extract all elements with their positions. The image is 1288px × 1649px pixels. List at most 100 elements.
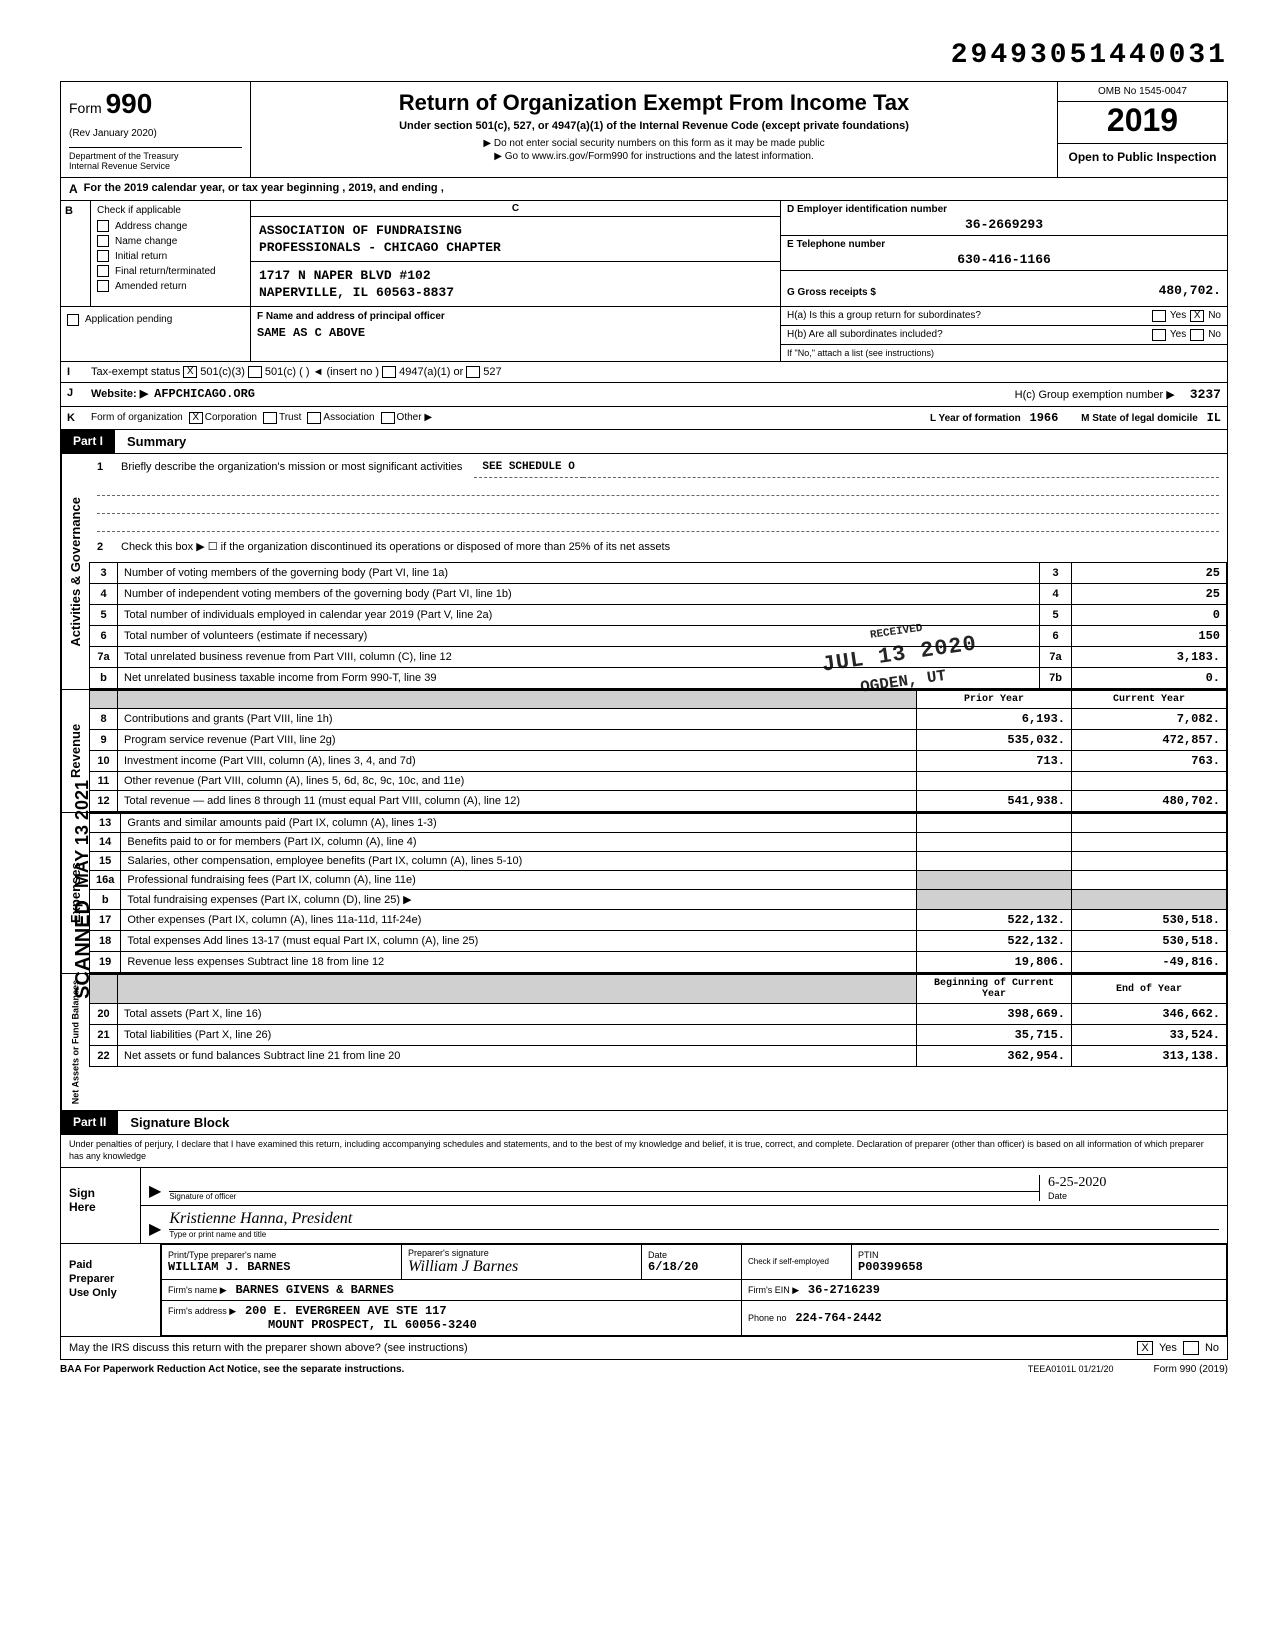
footer-baa: BAA For Paperwork Reduction Act Notice, … <box>60 1364 404 1375</box>
check-application-pending[interactable]: Application pending <box>67 314 244 326</box>
firm-addr-2: MOUNT PROSPECT, IL 60056-3240 <box>268 1318 477 1332</box>
firm-addr-1: 200 E. EVERGREEN AVE STE 117 <box>245 1304 447 1318</box>
501c-checkbox[interactable] <box>248 366 262 378</box>
form-title: Return of Organization Exempt From Incom… <box>259 90 1049 116</box>
firm-ein-label: Firm's EIN ▶ <box>748 1285 799 1295</box>
label-hc: H(c) Group exemption number ▶ <box>1015 389 1175 401</box>
ptin-value: P00399658 <box>858 1260 1220 1274</box>
527-checkbox[interactable] <box>466 366 480 378</box>
state-domicile-value: IL <box>1207 411 1221 425</box>
discuss-yes-checkbox[interactable]: X <box>1137 1341 1153 1355</box>
org-name-2: PROFESSIONALS - CHICAGO CHAPTER <box>259 240 772 257</box>
preparer-date-label: Date <box>648 1250 735 1260</box>
ha-yes-checkbox[interactable] <box>1152 310 1166 322</box>
firm-phone-label: Phone no <box>748 1313 787 1323</box>
trust-checkbox[interactable] <box>263 412 277 424</box>
table-row: bTotal fundraising expenses (Part IX, co… <box>90 890 1227 910</box>
label-hb: H(b) Are all subordinates included? <box>787 329 943 340</box>
ha-no-checkbox[interactable]: X <box>1190 310 1204 322</box>
part2-tab: Part II <box>61 1111 118 1134</box>
table-row: 7aTotal unrelated business revenue from … <box>90 647 1227 668</box>
dept-treasury: Department of the Treasury <box>69 151 242 161</box>
scanned-stamp: SCANNED <box>72 900 95 999</box>
officer-sig-caption: Signature of officer <box>169 1192 1039 1201</box>
table-row: 9Program service revenue (Part VIII, lin… <box>90 730 1227 751</box>
corporation-checkbox[interactable]: X <box>189 412 203 424</box>
firm-phone-value: 224-764-2442 <box>795 1311 881 1325</box>
table-row: 16aProfessional fundraising fees (Part I… <box>90 871 1227 890</box>
checkbox-name-change[interactable]: Name change <box>97 235 244 247</box>
part1-title: Summary <box>115 430 198 453</box>
checkbox-amended-return[interactable]: Amended return <box>97 280 244 292</box>
discuss-text: May the IRS discuss this return with the… <box>69 1342 468 1354</box>
label-e: E Telephone number <box>787 239 1221 250</box>
checkbox-initial-return[interactable]: Initial return <box>97 250 244 262</box>
firm-name-value: BARNES GIVENS & BARNES <box>235 1283 393 1297</box>
part1-tab: Part I <box>61 430 115 453</box>
preparer-name-label: Print/Type preparer's name <box>168 1250 395 1260</box>
barcode-number: 29493051440031 <box>60 40 1228 71</box>
table-row: 20Total assets (Part X, line 16)398,669.… <box>90 1004 1227 1025</box>
checkbox-final-return-terminated[interactable]: Final return/terminated <box>97 265 244 277</box>
hb-yes-checkbox[interactable] <box>1152 329 1166 341</box>
firm-name-label: Firm's name ▶ <box>168 1285 227 1295</box>
sign-here-label: Sign Here <box>61 1168 141 1243</box>
4947-checkbox[interactable] <box>382 366 396 378</box>
table-row: 6Total number of volunteers (estimate if… <box>90 626 1227 647</box>
table-row: 8Contributions and grants (Part VIII, li… <box>90 709 1227 730</box>
checkbox-address-change[interactable]: Address change <box>97 220 244 232</box>
line1-mission-label: Briefly describe the organization's miss… <box>121 458 462 479</box>
501c3-checkbox[interactable]: X <box>183 366 197 378</box>
self-employed-label: Check if self-employed <box>748 1257 845 1266</box>
omb-number: OMB No 1545-0047 <box>1058 82 1227 102</box>
table-row: 14Benefits paid to or for members (Part … <box>90 833 1227 852</box>
officer-signature[interactable] <box>169 1172 1039 1192</box>
ein-value: 36-2669293 <box>787 217 1221 232</box>
table-row: 10Investment income (Part VIII, column (… <box>90 751 1227 772</box>
gross-receipts-value: 480,702. <box>1159 283 1221 298</box>
table-row: 11Other revenue (Part VIII, column (A), … <box>90 772 1227 791</box>
discuss-no-checkbox[interactable] <box>1183 1341 1199 1355</box>
table-row: bNet unrelated business taxable income f… <box>90 668 1227 689</box>
principal-officer: SAME AS C ABOVE <box>257 326 774 340</box>
label-b: B <box>61 201 91 306</box>
form-org-label: Form of organization <box>91 412 183 423</box>
signature-date: 6-25-2020 <box>1048 1175 1219 1191</box>
calendar-year-text: For the 2019 calendar year, or tax year … <box>84 182 444 196</box>
phone-value: 630-416-1166 <box>787 252 1221 267</box>
association-checkbox[interactable] <box>307 412 321 424</box>
preparer-signature: William J Barnes <box>408 1258 635 1276</box>
open-public: Open to Public Inspection <box>1058 144 1227 170</box>
website-label: Website: ▶ <box>91 387 148 402</box>
firm-ein-value: 36-2716239 <box>808 1283 880 1297</box>
other-checkbox[interactable] <box>381 412 395 424</box>
footer-form: Form 990 (2019) <box>1154 1364 1228 1375</box>
tax-exempt-label: Tax-exempt status <box>91 366 180 378</box>
preparer-name-value: WILLIAM J. BARNES <box>168 1260 395 1274</box>
instruction-1: ▶ Do not enter social security numbers o… <box>259 138 1049 149</box>
check-applicable-label: Check if applicable <box>97 205 244 216</box>
label-c: C <box>251 201 780 217</box>
group-exemption-value: 3237 <box>1190 387 1221 402</box>
year-formation-value: 1966 <box>1030 411 1059 425</box>
date-caption: Date <box>1048 1191 1219 1201</box>
sig-arrow-icon: ▶ <box>149 1219 161 1239</box>
hb-no-checkbox[interactable] <box>1190 329 1204 341</box>
part2-title: Signature Block <box>118 1111 241 1134</box>
org-address-1: 1717 N NAPER BLVD #102 <box>259 268 772 285</box>
table-row: 5Total number of individuals employed in… <box>90 605 1227 626</box>
row-a: A For the 2019 calendar year, or tax yea… <box>60 177 1228 201</box>
hb-note: If "No," attach a list (see instructions… <box>787 348 934 358</box>
sig-arrow-icon: ▶ <box>149 1181 161 1201</box>
form-number: Form 990 <box>69 88 242 120</box>
tax-year: 2019 <box>1058 102 1227 144</box>
label-g: G Gross receipts $ <box>787 287 876 298</box>
table-row: 12Total revenue — add lines 8 through 11… <box>90 791 1227 812</box>
label-f: F Name and address of principal officer <box>257 311 774 322</box>
signature-declaration: Under penalties of perjury, I declare th… <box>60 1135 1228 1167</box>
table-row: 19Revenue less expenses Subtract line 18… <box>90 952 1227 973</box>
form-subtitle: Under section 501(c), 527, or 4947(a)(1)… <box>259 120 1049 132</box>
name-title-caption: Type or print name and title <box>169 1230 1219 1239</box>
officer-name-title: Kristienne Hanna, President <box>169 1210 1219 1230</box>
instruction-2: ▶ Go to www.irs.gov/Form990 for instruct… <box>259 151 1049 162</box>
